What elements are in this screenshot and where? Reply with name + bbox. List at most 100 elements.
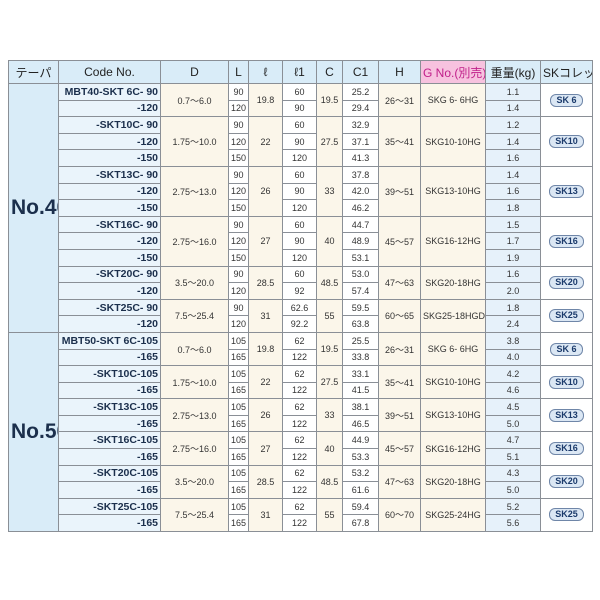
c1-value: 33.1 — [342, 365, 379, 383]
c1-value: 25.5 — [342, 331, 379, 350]
weight: 1.4 — [485, 132, 541, 151]
length: 120 — [228, 182, 249, 201]
column-header: 重量(kg) — [485, 60, 541, 84]
weight: 2.4 — [485, 315, 541, 333]
weight: 3.8 — [485, 331, 541, 350]
l-value: 31 — [248, 298, 283, 333]
table-body: No.40MBT40-SKT 6C- 900.7～6.09019.86019.5… — [8, 82, 593, 533]
l1-value: 120 — [282, 199, 317, 217]
weight: 5.0 — [485, 481, 541, 499]
code: -165 — [58, 481, 161, 499]
length: 150 — [228, 149, 249, 167]
weight: 4.3 — [485, 464, 541, 483]
c1-value: 53.3 — [342, 448, 379, 466]
weight: 1.6 — [485, 265, 541, 284]
g-number: SKG20-18HG — [420, 265, 486, 300]
weight: 1.8 — [485, 199, 541, 217]
h-value: 60～65 — [378, 298, 421, 333]
length: 165 — [228, 381, 249, 400]
sk-cell: SK25 — [540, 298, 593, 333]
g-number: SKG 6- 6HG — [420, 331, 486, 367]
table-row: -120 120 90 29.4 1.4 — [9, 99, 593, 118]
c-value: 27.5 — [316, 365, 343, 400]
c1-value: 44.7 — [342, 215, 379, 234]
l1-value: 62 — [282, 497, 317, 516]
taper: No.40 — [8, 83, 59, 333]
l1-value: 62 — [282, 365, 317, 383]
code: -120 — [58, 232, 161, 250]
c1-value: 44.9 — [342, 431, 379, 450]
table-row: -165 165 122 61.6 5.0 — [9, 481, 593, 499]
c1-value: 63.8 — [342, 315, 379, 333]
g-number: SKG10-10HG — [420, 116, 486, 167]
length: 105 — [228, 464, 249, 483]
code: -150 — [58, 149, 161, 167]
code: -SKT25C-105 — [58, 497, 161, 516]
table-row: -165 165 122 46.5 5.0 — [9, 414, 593, 433]
c-value: 33 — [316, 398, 343, 433]
c1-value: 61.6 — [342, 481, 379, 499]
l1-value: 122 — [282, 514, 317, 533]
diameter: 1.75～10.0 — [160, 365, 229, 400]
length: 165 — [228, 414, 249, 433]
c1-value: 46.5 — [342, 414, 379, 433]
sk-collet: SK25 — [549, 309, 584, 323]
table-row: -SKT25C-105 7.5～25.4 105 31 62 55 59.4 60～70 SKG… — [9, 497, 593, 533]
code: -SKT13C-105 — [58, 398, 161, 416]
table-row: -165 165 122 53.3 5.1 — [9, 448, 593, 466]
sk-cell: SK16 — [540, 431, 593, 466]
table-row: -SKT10C-105 1.75～10.0 105 22 62 27.5 33.1 35～41… — [9, 365, 593, 400]
c1-value: 59.5 — [342, 298, 379, 317]
l1-value: 62 — [282, 398, 317, 416]
weight: 2.0 — [485, 282, 541, 300]
c-value: 27.5 — [316, 116, 343, 167]
c1-value: 33.8 — [342, 348, 379, 367]
c-value: 55 — [316, 497, 343, 533]
c-value: 48.5 — [316, 464, 343, 499]
table-row: -165 165 122 67.8 5.6 — [9, 514, 593, 533]
l-value: 19.8 — [248, 82, 283, 118]
table-row: -SKT20C-105 3.5～20.0 105 28.5 62 48.5 53.2 47～6… — [9, 464, 593, 499]
weight: 1.5 — [485, 215, 541, 234]
h-value: 45～57 — [378, 215, 421, 267]
table-row: -SKT25C- 90 7.5～25.4 90 31 62.6 55 59.5 60～65 SK… — [9, 298, 593, 333]
c-value: 55 — [316, 298, 343, 333]
length: 150 — [228, 199, 249, 217]
c-value: 48.5 — [316, 265, 343, 300]
diameter: 2.75～13.0 — [160, 398, 229, 433]
table-row: -165 165 122 33.8 4.0 — [9, 348, 593, 367]
weight: 1.4 — [485, 165, 541, 184]
l1-value: 92.2 — [282, 315, 317, 333]
code: -165 — [58, 381, 161, 400]
sk-cell: SK 6 — [540, 82, 593, 118]
c1-value: 42.0 — [342, 182, 379, 201]
column-header: ℓ — [248, 60, 283, 84]
l1-value: 62.6 — [282, 298, 317, 317]
column-header: G No.(別売) — [420, 60, 486, 84]
l1-value: 120 — [282, 248, 317, 267]
l1-value: 122 — [282, 381, 317, 400]
sk-cell: SK16 — [540, 215, 593, 267]
g-number: SKG13-10HG — [420, 398, 486, 433]
g-number: SKG25-18HGD — [420, 298, 486, 333]
sk-collet: SK 6 — [550, 93, 583, 107]
l1-value: 60 — [282, 265, 317, 284]
table-row: -165 165 122 41.5 4.6 — [9, 381, 593, 400]
table-row: -150 150 120 53.1 1.9 — [9, 248, 593, 267]
l1-value: 90 — [282, 99, 317, 118]
g-number: SKG20-18HG — [420, 464, 486, 499]
column-header: ℓ1 — [282, 60, 317, 84]
l1-value: 122 — [282, 448, 317, 466]
code: -120 — [58, 315, 161, 333]
diameter: 3.5～20.0 — [160, 464, 229, 499]
diameter: 2.75～13.0 — [160, 165, 229, 217]
l1-value: 62 — [282, 431, 317, 450]
h-value: 26～31 — [378, 82, 421, 118]
length: 120 — [228, 99, 249, 118]
weight: 4.7 — [485, 431, 541, 450]
g-number: SKG13-10HG — [420, 165, 486, 217]
weight: 1.6 — [485, 182, 541, 201]
table-row: -150 150 120 41.3 1.6 — [9, 149, 593, 167]
